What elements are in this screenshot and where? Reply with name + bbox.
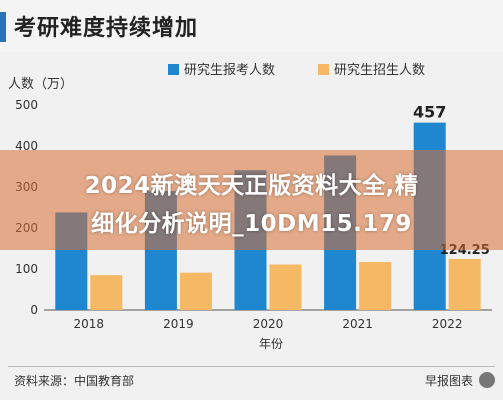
x-tick-label: 2022 <box>432 317 463 331</box>
source-note: 资料来源：中国教育部 <box>14 374 135 388</box>
title-bar: 考研难度持续增加 <box>0 0 503 52</box>
watermark-line-2: 细化分析说明_10DM15.179 <box>91 211 412 237</box>
credit-logo-icon <box>479 372 495 388</box>
data-label-applicants-2022: 457 <box>413 103 446 122</box>
y-tick-label: 100 <box>15 262 38 276</box>
credit-text: 早报图表 <box>424 374 473 388</box>
legend-swatch-enrollment <box>318 64 329 75</box>
x-tick-label: 2019 <box>163 317 194 331</box>
legend: 研究生报考人数 研究生招生人数 <box>168 63 425 78</box>
x-tick-label: 2020 <box>253 317 284 331</box>
watermark-line-1: 2024新澳天天正版资料大全,精 <box>84 173 419 199</box>
legend-label-applicants: 研究生报考人数 <box>184 63 275 78</box>
bar-enrollment-2022 <box>448 259 481 310</box>
y-axis-label: 人数（万） <box>8 77 73 92</box>
watermark-banner: 2024新澳天天正版资料大全,精 细化分析说明_10DM15.179 <box>0 150 503 250</box>
bar-enrollment-2019 <box>179 272 212 310</box>
legend-label-enrollment: 研究生招生人数 <box>334 63 425 78</box>
bar-enrollment-2018 <box>90 275 123 310</box>
title-accent <box>0 12 6 42</box>
y-tick-label: 400 <box>15 139 38 153</box>
legend-swatch-applicants <box>168 64 179 75</box>
x-axis-ticks: 2018 2019 2020 2021 2022 <box>74 317 463 331</box>
y-tick-label: 0 <box>30 303 38 317</box>
y-tick-label: 500 <box>15 98 38 112</box>
x-axis-label: 年份 <box>259 337 283 351</box>
bar-enrollment-2020 <box>269 264 302 310</box>
x-tick-label: 2018 <box>74 317 105 331</box>
chart-title: 考研难度持续增加 <box>14 16 199 41</box>
x-tick-label: 2021 <box>342 317 373 331</box>
bar-enrollment-2021 <box>359 262 392 310</box>
footer-divider <box>8 366 495 367</box>
